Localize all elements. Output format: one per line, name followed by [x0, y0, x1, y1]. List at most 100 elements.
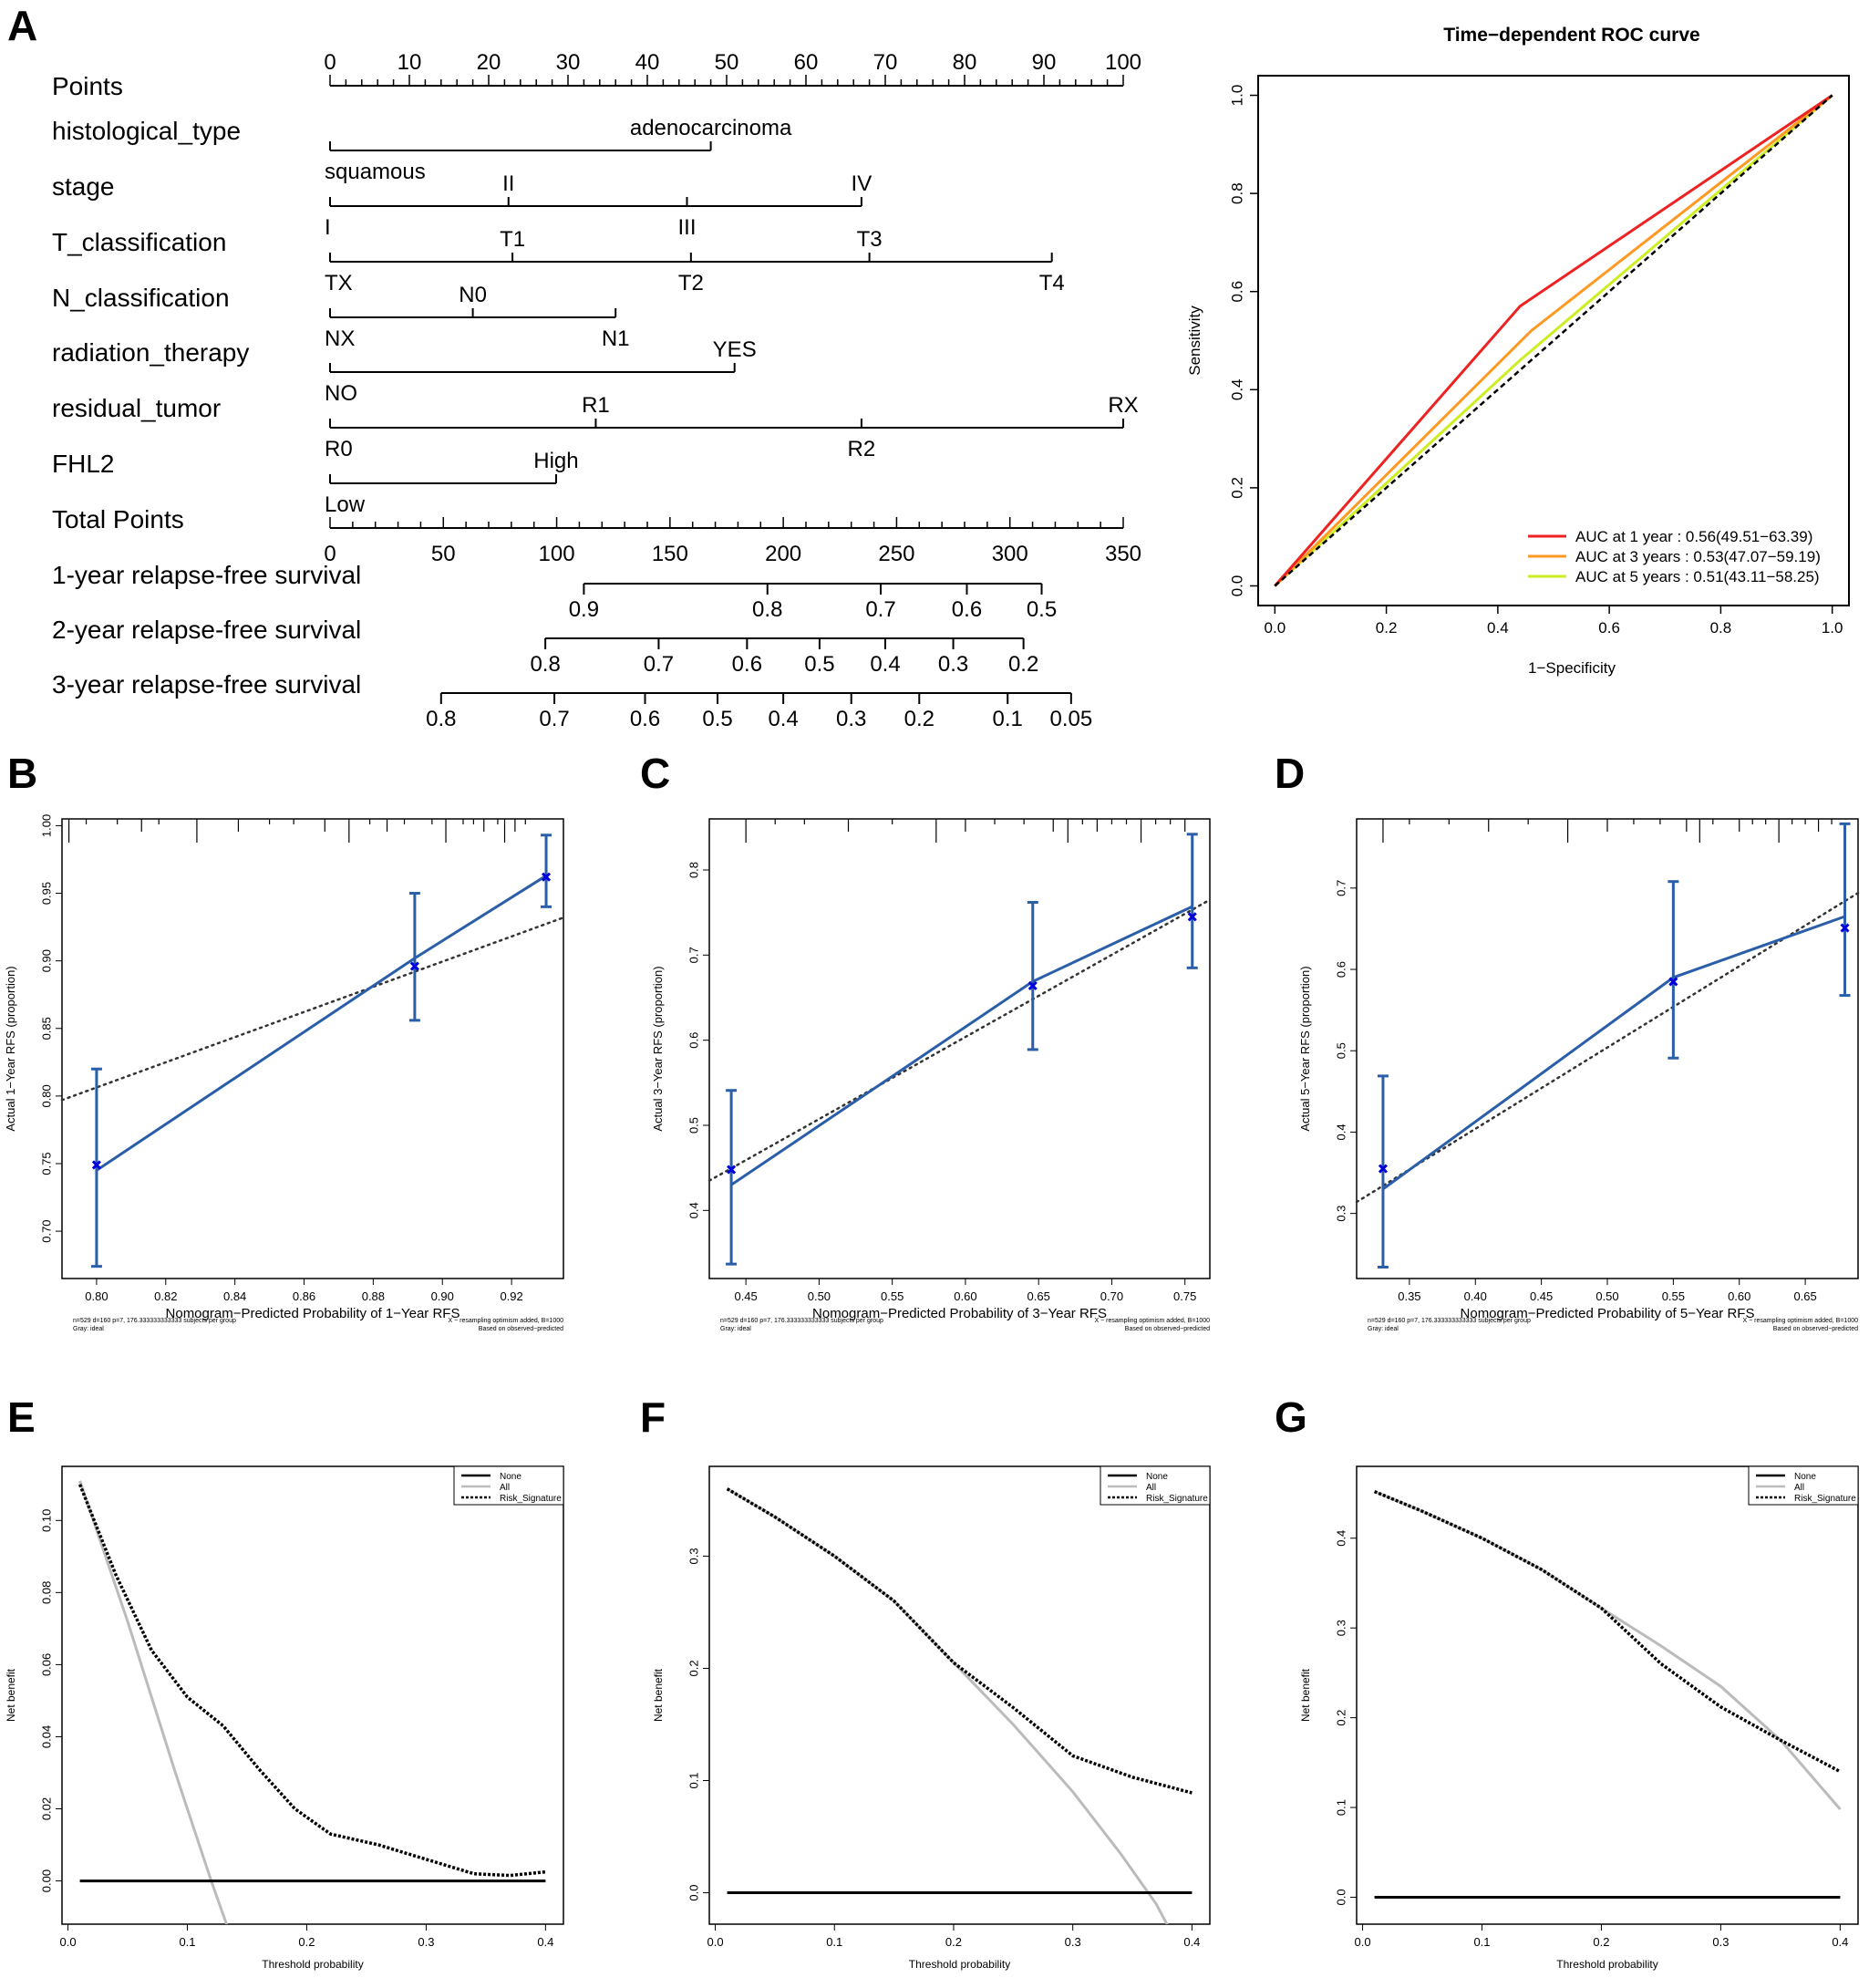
- total-points-label: Total Points: [52, 505, 184, 533]
- calibration-x-tick-label: 0.60: [1728, 1289, 1750, 1303]
- total-points-tick-label: 100: [539, 542, 575, 566]
- points-tick-label: 100: [1105, 50, 1141, 75]
- total-points-tick-label: 0: [324, 542, 336, 566]
- dca-y-tick-label: 0.3: [1334, 1620, 1348, 1636]
- dca-curves: [726, 1487, 1193, 1924]
- total-points-tick-label: 200: [765, 542, 801, 566]
- calibration-x-tick-label: 0.65: [1793, 1289, 1816, 1303]
- calibration-x-tick-label: 0.88: [362, 1289, 385, 1303]
- dca-x-tick-label: 0.3: [418, 1935, 434, 1949]
- dca-x-axis-title: Threshold probability: [1556, 1958, 1657, 1971]
- survival-scale-label: 3-year relapse-free survival: [52, 670, 361, 699]
- dca-legend-entry: Risk_Signature: [500, 1494, 562, 1504]
- dca-y-tick-label: 0.0: [687, 1885, 700, 1901]
- calibration-x-tick-label: 0.50: [808, 1289, 831, 1303]
- dca-x-tick-label: 0.2: [298, 1935, 315, 1949]
- variable-level-label: T1: [500, 227, 525, 252]
- dca-series-risk-signature: [77, 1484, 546, 1878]
- survival-scale-tick-label: 0.4: [768, 707, 798, 731]
- calibration-x-tick-label: 0.45: [1530, 1289, 1553, 1303]
- variable-level-label: R2: [848, 437, 876, 461]
- points-tick-label: 50: [715, 50, 739, 75]
- dca-legend-entry: All: [1794, 1483, 1804, 1493]
- variable-level-label: TX: [325, 271, 353, 295]
- roc-y-tick-label: 0.4: [1228, 378, 1245, 400]
- calibration-x-axis-title: Nomogram−Predicted Probability of 5−Year…: [1461, 1306, 1755, 1321]
- dca-plot-frame: [1356, 1465, 1859, 1925]
- calibration-footnote-right: Based on observed−predicted: [1773, 1326, 1858, 1332]
- total-points-tick-label: 150: [652, 542, 688, 566]
- variable-label-n-classification: N_classification: [52, 284, 230, 312]
- calibration-x-tick-label: 0.90: [431, 1289, 454, 1303]
- calibration-y-tick-label: 0.7: [687, 947, 700, 963]
- roc-x-axis-title: 1−Specificity: [1528, 659, 1616, 677]
- calibration-y-tick-label: 0.4: [687, 1202, 700, 1218]
- calibration-x-tick-label: 0.55: [1662, 1289, 1685, 1303]
- dca-x-tick-label: 0.2: [945, 1935, 962, 1949]
- calibration-plot-frame: [61, 818, 564, 1279]
- dca-legend-entry: Risk_Signature: [1794, 1494, 1856, 1504]
- roc-y-tick-label: 0.8: [1228, 182, 1245, 204]
- calibration-y-tick-label: 0.3: [1334, 1206, 1348, 1222]
- dca-x-tick-label: 0.4: [1832, 1935, 1848, 1949]
- dca-x-tick-label: 0.4: [1183, 1935, 1200, 1949]
- calibration-footnote-right: X − resampling optimism added, B=1000: [449, 1318, 564, 1324]
- variable-level-label: N0: [459, 283, 487, 307]
- dca-y-axis-title: Net benefit: [5, 1668, 17, 1722]
- survival-scale-tick-label: 0.7: [865, 597, 895, 622]
- roc-y-tick-label: 0.0: [1228, 575, 1245, 597]
- calibration-y-tick-label: 0.80: [39, 1084, 53, 1107]
- variable-level-label: T3: [857, 227, 883, 252]
- survival-scale-tick-label: 0.3: [836, 707, 866, 731]
- points-tick-label: 20: [477, 50, 501, 75]
- calibration-footnote-left: Gray: ideal: [720, 1326, 751, 1332]
- decision-curve-f-panel: 0.0 0.1 0.2 0.3 0.4 0.0 0.1 0.2 0.3 Threshold pro…: [652, 1465, 1211, 1971]
- calibration-y-tick-label: 0.7: [1334, 880, 1348, 896]
- dca-x-tick-label: 0.4: [537, 1935, 553, 1949]
- dca-legend-entry: None: [500, 1472, 521, 1482]
- roc-x-tick-label: 0.6: [1598, 619, 1620, 637]
- roc-y-tick-label: 0.6: [1228, 281, 1245, 303]
- calibration-y-axis-title: Actual 5−Year RFS (proportion): [1298, 966, 1312, 1131]
- calibration-footnote-right: Based on observed−predicted: [1125, 1326, 1210, 1332]
- survival-scale-label: 1-year relapse-free survival: [52, 561, 361, 589]
- roc-y-tick-label: 1.0: [1228, 85, 1245, 107]
- variable-level-label: R0: [325, 437, 353, 461]
- survival-scale-tick-label: 0.9: [569, 597, 599, 622]
- roc-y-axis-title: Sensitivity: [1186, 305, 1203, 376]
- variable-level-label: R1: [582, 393, 610, 418]
- panel-letter-f: F: [640, 1393, 666, 1441]
- survival-scale-tick-label: 0.2: [904, 707, 934, 731]
- variable-level-label: NX: [325, 326, 355, 351]
- calibration-ideal-line: [707, 898, 1212, 1182]
- points-tick-label: 90: [1032, 50, 1057, 75]
- calibration-1-year-panel: 0.80 0.82 0.84 0.86 0.88 0.90 0.92 0.70 0.75 0.80…: [4, 814, 565, 1332]
- variable-level-label: IV: [852, 171, 873, 196]
- variable-level-label: High: [533, 449, 578, 473]
- calibration-x-tick-label: 0.60: [954, 1289, 976, 1303]
- dca-y-tick-label: 0.0: [1334, 1889, 1348, 1905]
- variable-level-label: II: [502, 171, 514, 196]
- decision-curve-e-panel: 0.0 0.1 0.2 0.3 0.4 0.00 0.02 0.04 0.06 0.08 0.10 T…: [5, 1465, 564, 1971]
- dca-curves: [1373, 1489, 1842, 1899]
- variable-level-label: adenocarcinoma: [630, 116, 792, 140]
- calibration-x-tick-label: 0.80: [85, 1289, 108, 1303]
- calibration-footnote-left: Gray: ideal: [73, 1326, 104, 1332]
- dca-y-tick-label: 0.3: [687, 1548, 700, 1564]
- dca-series-all: [78, 1480, 229, 1924]
- dca-x-axis-title: Threshold probability: [262, 1958, 363, 1971]
- calibration-point-marker: [727, 1165, 737, 1175]
- calibration-y-tick-label: 0.6: [1334, 961, 1348, 978]
- survival-scale-tick-label: 0.1: [993, 707, 1023, 731]
- survival-scale-tick-label: 0.5: [804, 652, 834, 677]
- survival-scale-tick-label: 0.8: [530, 652, 560, 677]
- dca-series-all: [1374, 1490, 1842, 1810]
- calibration-footnote-right: X − resampling optimism added, B=1000: [1095, 1318, 1211, 1324]
- dca-plot-frame: [61, 1465, 564, 1925]
- nomogram-panel: Points 0 10 20 30 40 50 60 70 80 90 100 histological…: [52, 50, 1141, 731]
- points-tick-label: 80: [953, 50, 977, 75]
- calibration-point-marker: [1668, 977, 1678, 987]
- dca-x-tick-label: 0.3: [1065, 1935, 1081, 1949]
- calibration-x-tick-label: 0.40: [1464, 1289, 1487, 1303]
- roc-reference-line: [1274, 94, 1833, 587]
